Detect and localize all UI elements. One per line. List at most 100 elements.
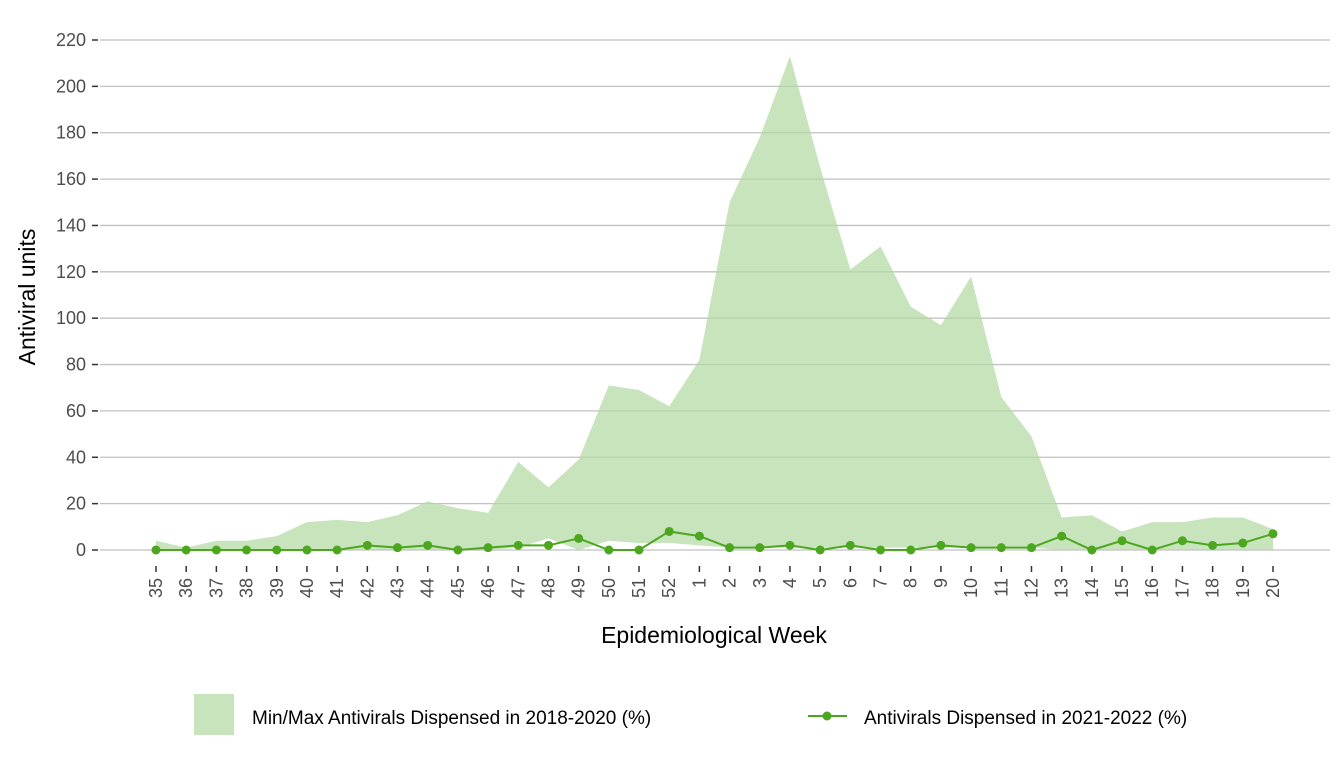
y-tick-label: 80 <box>66 355 86 375</box>
data-point <box>785 540 795 550</box>
data-point <box>1087 545 1097 555</box>
data-point <box>1238 538 1248 548</box>
data-point <box>876 545 886 555</box>
x-tick-label: 41 <box>327 578 347 598</box>
x-tick-label: 7 <box>871 578 891 588</box>
x-tick-label: 50 <box>599 578 619 598</box>
x-tick-label: 9 <box>931 578 951 588</box>
data-point <box>453 545 463 555</box>
x-tick-label: 38 <box>237 578 257 598</box>
x-tick-label: 17 <box>1172 578 1192 598</box>
data-point <box>513 540 523 550</box>
x-tick-label: 18 <box>1203 578 1223 598</box>
x-tick-label: 16 <box>1142 578 1162 598</box>
x-tick-label: 43 <box>388 578 408 598</box>
data-point <box>302 545 312 555</box>
y-tick-label: 180 <box>56 123 86 143</box>
data-point <box>725 543 735 553</box>
legend-ribbon-key <box>194 694 234 735</box>
data-point <box>634 545 644 555</box>
legend-line-label: Antivirals Dispensed in 2021-2022 (%) <box>864 708 1187 729</box>
ribbon-min-max <box>156 56 1273 551</box>
x-tick-label: 4 <box>780 578 800 588</box>
data-point <box>1117 536 1127 546</box>
x-tick-label: 52 <box>659 578 679 598</box>
data-point <box>815 545 825 555</box>
series-line <box>151 526 1278 555</box>
x-tick-label: 5 <box>810 578 830 588</box>
data-point <box>332 545 342 555</box>
x-tick-label: 46 <box>478 578 498 598</box>
data-point <box>181 545 191 555</box>
x-tick-label: 47 <box>508 578 528 598</box>
x-tick-label: 8 <box>901 578 921 588</box>
x-tick-label: 36 <box>176 578 196 598</box>
data-point <box>694 531 704 541</box>
legend-line-marker <box>822 711 832 721</box>
data-point <box>664 526 674 536</box>
data-point <box>936 540 946 550</box>
x-tick-label: 44 <box>418 578 438 598</box>
x-tick-label: 40 <box>297 578 317 598</box>
data-point <box>362 540 372 550</box>
x-tick-label: 6 <box>840 578 860 588</box>
data-point <box>845 540 855 550</box>
data-point <box>1208 540 1218 550</box>
x-axis: 35 36 37 38 39 40 41 42 43 44 45 46 47 48 49 50 51 52 1 2 3 4… <box>146 566 1283 598</box>
data-point <box>1268 529 1278 539</box>
series-line-path <box>156 530 1274 552</box>
data-point <box>483 543 493 553</box>
data-point <box>242 545 252 555</box>
data-point <box>151 545 161 555</box>
data-point <box>755 543 765 553</box>
legend-ribbon-label: Min/Max Antivirals Dispensed in 2018-202… <box>252 708 651 729</box>
x-tick-label: 37 <box>206 578 226 598</box>
y-tick-label: 20 <box>66 494 86 514</box>
y-tick-label: 200 <box>56 76 86 96</box>
ribbon-area <box>100 39 1330 551</box>
x-tick-label: 49 <box>569 578 589 598</box>
data-point <box>1147 545 1157 555</box>
data-point <box>574 533 584 543</box>
data-point <box>604 545 614 555</box>
x-tick-label: 3 <box>750 578 770 588</box>
x-tick-label: 15 <box>1112 578 1132 598</box>
x-tick-label: 10 <box>961 578 981 598</box>
y-tick-label: 120 <box>56 262 86 282</box>
x-tick-label: 42 <box>357 578 377 598</box>
data-point <box>272 545 282 555</box>
data-point <box>543 540 553 550</box>
x-tick-label: 2 <box>720 578 740 588</box>
x-axis-title: Epidemiological Week <box>601 622 827 648</box>
y-tick-label: 160 <box>56 169 86 189</box>
x-tick-label: 19 <box>1233 578 1253 598</box>
data-point <box>966 543 976 553</box>
y-tick-label: 220 <box>56 30 86 50</box>
data-point <box>906 545 916 555</box>
data-point <box>1057 531 1067 541</box>
x-tick-label: 1 <box>689 578 709 588</box>
y-axis-title: Antiviral units <box>14 229 40 366</box>
y-axis: 0 20 40 60 80 100 120 140 160 180 200 220 <box>56 30 98 560</box>
data-point <box>393 543 403 553</box>
data-point <box>423 540 433 550</box>
y-tick-label: 140 <box>56 215 86 235</box>
x-tick-label: 45 <box>448 578 468 598</box>
data-point <box>996 543 1006 553</box>
x-tick-label: 48 <box>538 578 558 598</box>
y-tick-label: 60 <box>66 401 86 421</box>
data-point <box>211 545 221 555</box>
x-tick-label: 20 <box>1263 578 1283 598</box>
data-point <box>1177 536 1187 546</box>
x-tick-label: 14 <box>1082 578 1102 598</box>
x-tick-label: 39 <box>267 578 287 598</box>
x-tick-label: 51 <box>629 578 649 598</box>
x-tick-label: 12 <box>1021 578 1041 598</box>
x-tick-label: 35 <box>146 578 166 598</box>
y-tick-label: 100 <box>56 308 86 328</box>
x-tick-label: 13 <box>1052 578 1072 598</box>
y-tick-label: 0 <box>76 540 86 560</box>
x-tick-label: 11 <box>991 578 1011 597</box>
legend: Min/Max Antivirals Dispensed in 2018-202… <box>194 694 1187 735</box>
